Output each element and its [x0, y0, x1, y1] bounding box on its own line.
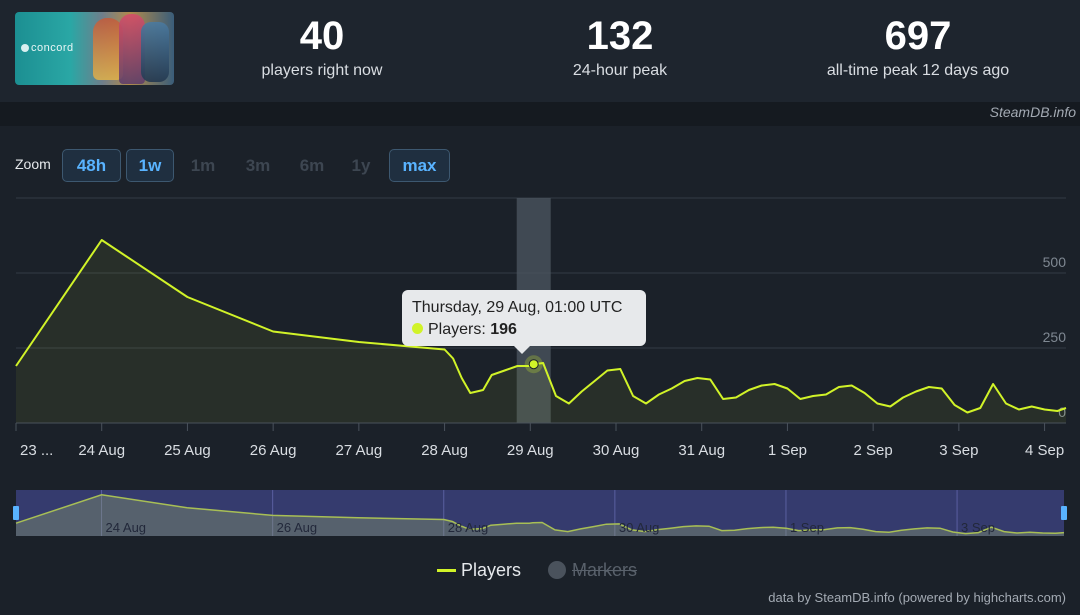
chart-legend: Players Markers [0, 558, 1080, 582]
stat-value: 40 [299, 14, 345, 58]
marker-circle-icon [548, 561, 566, 579]
x-tick-label: 28 Aug [421, 442, 468, 459]
data-credit[interactable]: data by SteamDB.info (powered by highcha… [768, 590, 1066, 605]
series-area [16, 240, 1066, 423]
series-line-players[interactable] [15, 239, 1067, 414]
x-tick-label: 1 Sep [768, 442, 807, 459]
navigator-tick-label: 26 Aug [277, 520, 318, 535]
legend-markers-label: Markers [572, 560, 638, 580]
game-thumbnail[interactable]: concord [15, 12, 174, 85]
navigator-handle-right[interactable] [1061, 506, 1067, 520]
character-art [119, 14, 145, 84]
series-dot-icon [412, 323, 423, 334]
zoom-3m-button[interactable]: 3m [245, 156, 271, 175]
navigator-area [16, 494, 1064, 536]
x-tick-label: 26 Aug [250, 442, 297, 459]
x-tick-label: 27 Aug [335, 442, 382, 459]
x-tick-label: 31 Aug [678, 442, 725, 459]
stat-label: all-time peak 12 days ago [826, 62, 1010, 79]
stat-players-now: 40 players right now [172, 14, 472, 80]
stat-label: 24-hour peak [572, 62, 668, 79]
navigator-tick-label: 24 Aug [106, 520, 147, 535]
highlight-point[interactable] [528, 359, 539, 370]
stat-label: players right now [261, 62, 383, 79]
tooltip-date: Thursday, 29 Aug, 01:00 UTC [412, 299, 623, 316]
zoom-1y-button[interactable]: 1y [351, 156, 371, 175]
navigator-selection[interactable] [16, 490, 1064, 536]
legend-markers[interactable]: Markers [548, 558, 637, 582]
navigator-line [15, 494, 1065, 535]
zoom-label: Zoom [15, 156, 51, 172]
header: concord 40 players right now 132 24-hour… [0, 0, 1080, 102]
y-tick-label: 0 [1058, 404, 1066, 420]
x-tick-label: 30 Aug [593, 442, 640, 459]
game-logo-icon [21, 44, 29, 52]
zoom-48h-button[interactable]: 48h [62, 149, 121, 182]
x-tick-label: 25 Aug [164, 442, 211, 459]
navigator-tick-label: 3 Sep [961, 520, 995, 535]
y-tick-label: 250 [1043, 329, 1067, 345]
stat-value: 697 [884, 14, 952, 58]
tooltip-arrow [514, 346, 530, 354]
navigator-tick-label: 28 Aug [448, 520, 489, 535]
character-art [93, 18, 123, 80]
zoom-max-button[interactable]: max [389, 149, 450, 182]
game-logo-text: concord [31, 42, 74, 54]
stat-all-time-peak: 697 all-time peak 12 days ago [768, 14, 1068, 80]
x-tick-label: 3 Sep [939, 442, 978, 459]
x-tick-label: 2 Sep [854, 442, 893, 459]
stat-value: 132 [586, 14, 654, 58]
chart-tooltip: Thursday, 29 Aug, 01:00 UTC Players: 196 [402, 290, 646, 354]
legend-players[interactable]: Players [437, 558, 521, 582]
zoom-6m-button[interactable]: 6m [299, 156, 325, 175]
tooltip-value-row: Players: 196 [412, 319, 636, 341]
x-tick-label: 24 Aug [78, 442, 125, 459]
navigator-tick-label: 1 Sep [790, 520, 824, 535]
zoom-1w-button[interactable]: 1w [126, 149, 174, 182]
line-swatch-icon [437, 569, 456, 572]
tooltip-value: 196 [490, 321, 517, 338]
x-tick-label: 23 ... [20, 442, 53, 459]
player-count-chart[interactable]: 0 250 500 23 ... 24 Aug 25 Aug 26 Aug 27 Aug 28 … [0, 190, 1080, 470]
y-tick-label: 500 [1043, 254, 1067, 270]
stat-24h-peak: 132 24-hour peak [470, 14, 770, 80]
zoom-1m-button[interactable]: 1m [190, 156, 216, 175]
tooltip-series-label: Players: [428, 321, 491, 338]
header-divider [0, 102, 1080, 126]
legend-players-label: Players [461, 560, 522, 580]
character-art [141, 22, 169, 82]
chart-navigator[interactable]: 24 Aug 26 Aug 28 Aug 30 Aug 1 Sep 3 Sep [0, 486, 1080, 542]
x-tick-label: 4 Sep [1025, 442, 1064, 459]
x-tick-label: 29 Aug [507, 442, 554, 459]
navigator-tick-label: 30 Aug [619, 520, 660, 535]
steamdb-credit[interactable]: SteamDB.info [989, 104, 1076, 120]
navigator-handle-left[interactable] [13, 506, 19, 520]
